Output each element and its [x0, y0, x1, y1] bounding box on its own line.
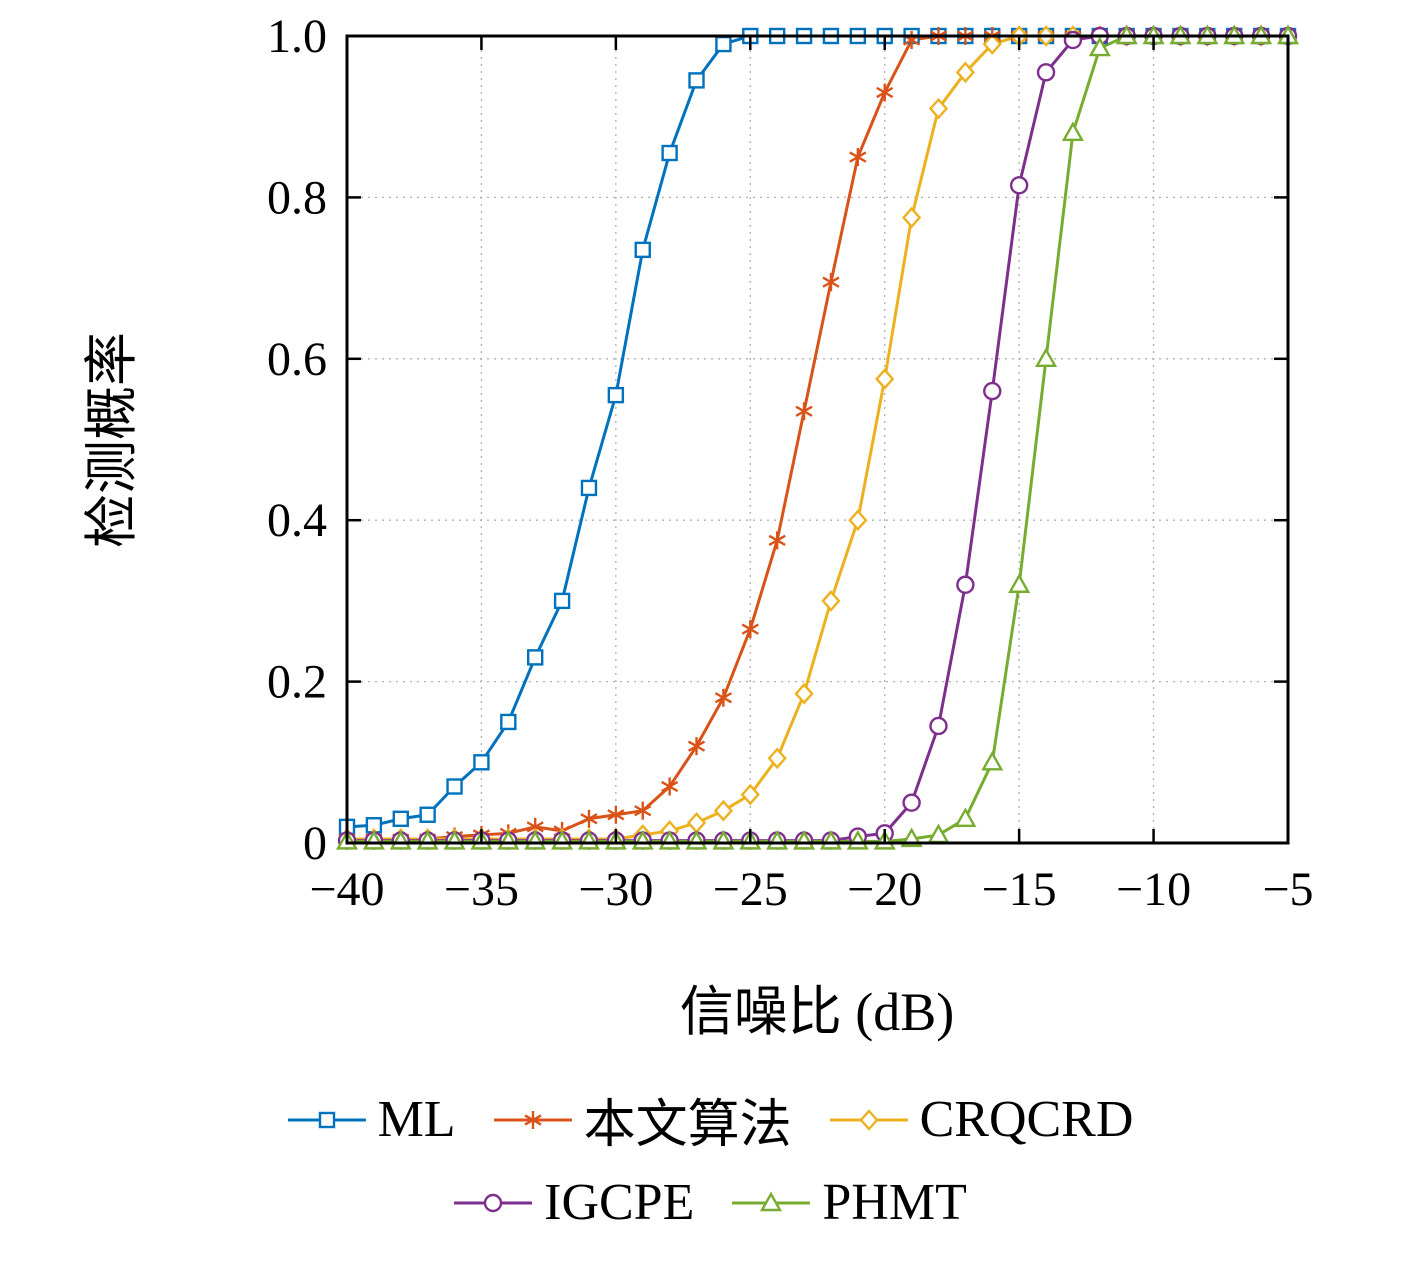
asterisk-marker: [714, 688, 732, 707]
y-tick-label: 1.0: [267, 10, 327, 63]
square-marker: [527, 649, 544, 666]
asterisk-marker: [795, 402, 813, 421]
circle-marker: [929, 716, 948, 736]
legend-label: ML: [377, 1091, 456, 1148]
legend-item-2: CRQCRD: [826, 1090, 1134, 1149]
x-axis-label: 信噪比 (dB): [680, 982, 954, 1042]
triangle-marker: [927, 823, 950, 844]
square-marker: [392, 810, 409, 827]
legend-swatch: [454, 1193, 533, 1212]
x-tick-label: −35: [444, 863, 519, 916]
legend-swatch: [829, 1108, 908, 1131]
circle-marker: [1063, 30, 1083, 50]
x-tick-label: −10: [1116, 863, 1191, 916]
square-marker: [580, 479, 598, 497]
triangle-marker: [1008, 573, 1031, 593]
asterisk-marker: [876, 83, 894, 102]
y-tick-label: 0.8: [267, 171, 327, 224]
square-marker: [318, 1111, 335, 1128]
diamond-marker: [982, 33, 1002, 55]
legend-label: PHMT: [822, 1174, 967, 1231]
x-tick-label: −15: [982, 863, 1057, 916]
diamond-marker: [794, 682, 814, 705]
diamond-marker: [740, 783, 760, 806]
square-marker: [473, 754, 490, 771]
square-marker: [661, 144, 678, 162]
x-tick-label: −20: [847, 863, 922, 916]
asterisk-marker: [523, 1110, 542, 1129]
y-tick-label: 0.2: [267, 656, 327, 709]
y-tick-label: 0.6: [267, 333, 327, 386]
y-tick-label: 0.4: [267, 494, 327, 547]
asterisk-marker: [580, 809, 598, 828]
y-axis-label: 检测概率: [82, 332, 142, 548]
legend-item-0: ML: [284, 1090, 456, 1149]
y-tick-label: 0: [303, 817, 327, 870]
circle-marker: [983, 381, 1002, 401]
legend-swatch: [732, 1191, 811, 1211]
circle-marker: [483, 1193, 503, 1212]
series-line-4: [347, 34, 1288, 843]
series-line-2: [347, 34, 1288, 841]
diamond-marker: [955, 61, 975, 84]
x-tick-label: −25: [713, 863, 788, 916]
diamond-marker: [821, 590, 841, 612]
x-tick-label: −40: [309, 863, 384, 916]
circle-marker: [956, 575, 975, 594]
legend-label: CRQCRD: [919, 1091, 1134, 1148]
plot-border: [345, 34, 1290, 845]
diamond-marker: [928, 97, 949, 120]
legend-swatch: [493, 1110, 572, 1129]
x-tick-label: −30: [578, 863, 653, 916]
square-marker: [688, 72, 705, 89]
diamond-marker: [858, 1108, 879, 1131]
circle-marker: [1009, 176, 1029, 195]
diamond-marker: [713, 799, 734, 822]
asterisk-marker: [849, 148, 867, 167]
diamond-marker: [901, 206, 922, 229]
diamond-marker: [848, 509, 868, 532]
asterisk-marker: [661, 777, 679, 796]
square-marker: [607, 386, 625, 404]
diamond-marker: [686, 812, 707, 834]
square-marker: [500, 713, 517, 731]
square-marker: [419, 806, 436, 823]
asterisk-marker: [822, 273, 840, 292]
square-marker: [634, 241, 651, 259]
x-tick-label: −5: [1262, 863, 1313, 916]
asterisk-marker: [687, 737, 706, 756]
triangle-marker: [981, 750, 1004, 771]
legend: ML 本文算法 CRQCRD IGCPE PHMT: [0, 1082, 1417, 1232]
legend-row-0: ML 本文算法 CRQCRD: [284, 1082, 1134, 1157]
legend-item-3: IGCPE: [450, 1173, 694, 1232]
asterisk-marker: [634, 801, 652, 820]
asterisk-marker: [768, 531, 786, 550]
series-line-3: [347, 34, 1288, 843]
legend-row-1: IGCPE PHMT: [450, 1173, 967, 1232]
circle-marker: [1036, 63, 1056, 82]
asterisk-marker: [741, 620, 759, 639]
legend-label: IGCPE: [544, 1174, 695, 1231]
legend-label: 本文算法: [583, 1097, 792, 1154]
triangle-marker: [1088, 36, 1111, 57]
plot-area: −40 −35 −30 −25 −20 −15 −10 −5 0 0.2 0.4 0.6 0.8 1.0: [267, 10, 1314, 916]
diamond-marker: [875, 368, 895, 390]
series-line-0: [346, 34, 1288, 829]
series-line-1: [347, 34, 1288, 841]
legend-item-4: PHMT: [728, 1173, 967, 1232]
triangle-marker: [954, 807, 977, 827]
legend-item-1: 本文算法: [490, 1082, 792, 1157]
square-marker: [715, 35, 732, 53]
legend-swatch: [287, 1111, 366, 1128]
square-marker: [446, 778, 463, 795]
triangle-marker: [760, 1191, 783, 1211]
circle-marker: [902, 793, 921, 812]
triangle-marker: [1061, 121, 1084, 142]
asterisk-marker: [607, 805, 625, 824]
square-marker: [553, 592, 571, 610]
triangle-marker: [1034, 347, 1058, 367]
diamond-marker: [767, 747, 787, 770]
